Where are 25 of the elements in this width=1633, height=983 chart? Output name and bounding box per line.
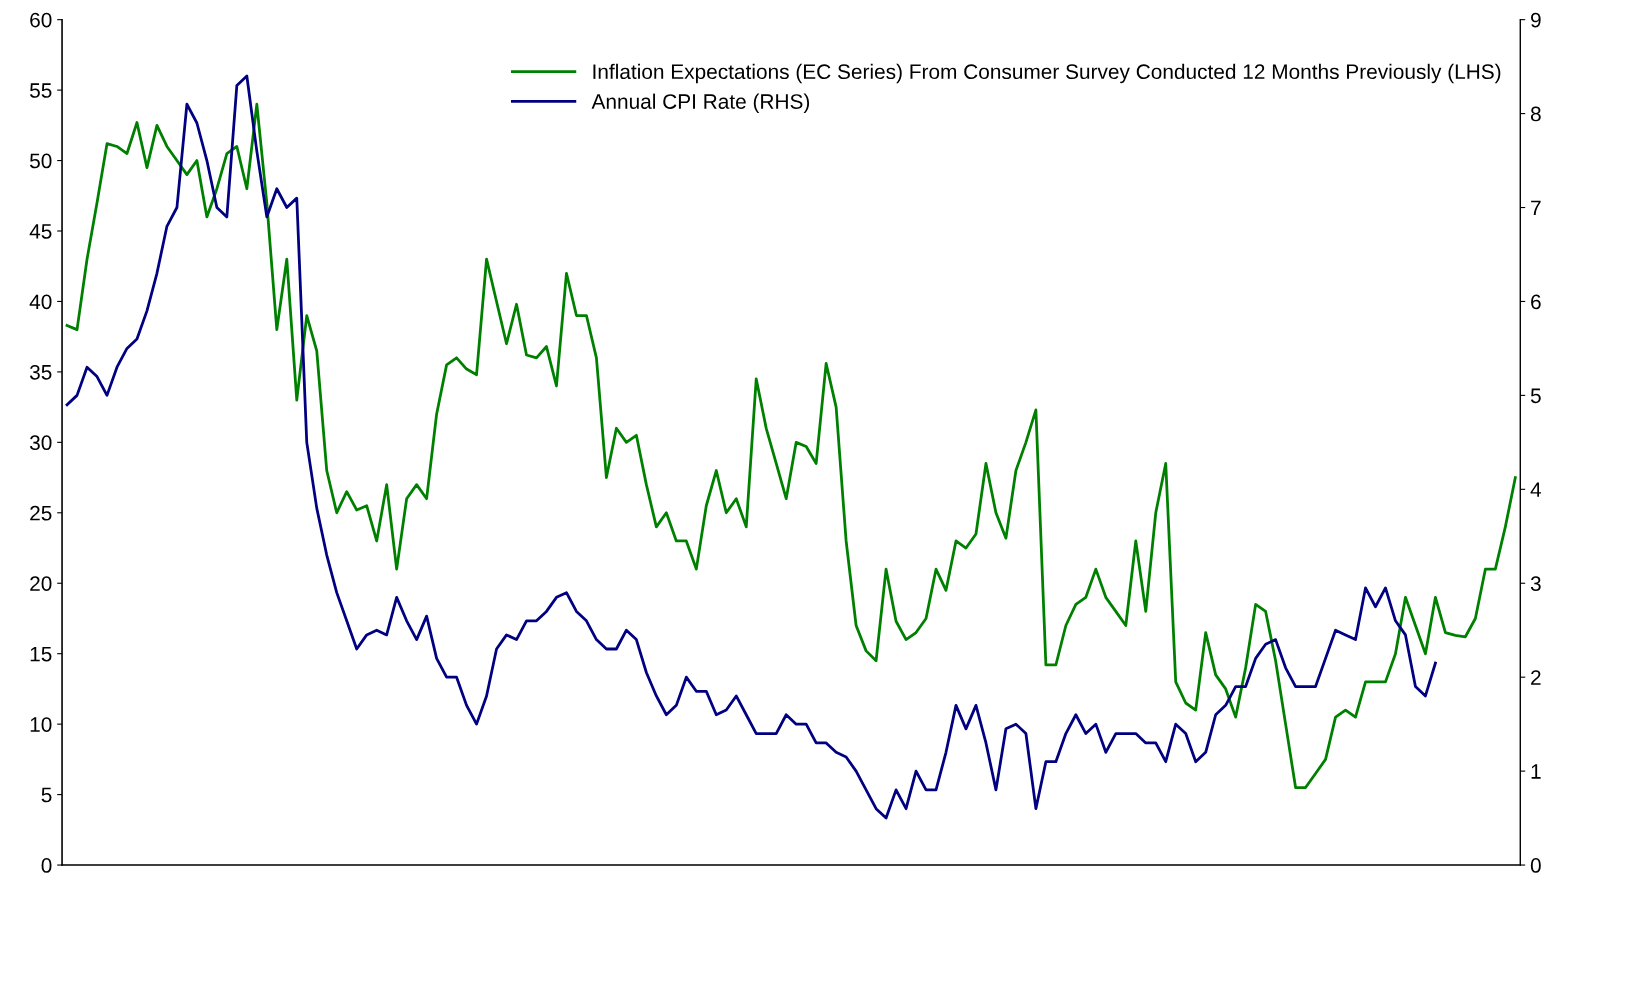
y-tick-label: 25 [30, 505, 52, 521]
y2-tick-label: 0 [1530, 858, 1541, 873]
y2-tick-label: 7 [1531, 200, 1541, 216]
y-tick-label: 40 [29, 294, 52, 310]
y-tick-label: 45 [29, 224, 52, 239]
y-tick-label: 5 [41, 787, 52, 803]
y2-tick-label: 9 [1531, 12, 1541, 28]
y-tick-label: 55 [29, 83, 52, 98]
y2-tick-label: 4 [1530, 482, 1542, 497]
y-tick-label: 30 [29, 435, 52, 451]
y-tick-label: 0 [41, 858, 52, 873]
y2-tick-label: 5 [1530, 388, 1541, 404]
y-tick-label: 60 [30, 12, 52, 28]
y2-tick-label: 6 [1531, 294, 1541, 310]
legend-label: Inflation Expectations (EC Series) From Consumer Survey Conducted 12 Months Previously (LHS) [593, 63, 1501, 84]
legend-label: Annual CPI Rate (RHS) [591, 93, 810, 114]
y-tick-label: 15 [30, 646, 52, 662]
y2-tick-label: 1 [1531, 764, 1541, 779]
y-tick-label: 20 [30, 576, 52, 591]
y-tick-label: 50 [29, 153, 52, 169]
y2-tick-label: 2 [1531, 670, 1541, 685]
y-tick-label: 35 [29, 364, 52, 380]
y2-tick-label: 8 [1530, 106, 1541, 122]
y-tick-label: 10 [30, 717, 52, 732]
y2-tick-label: 3 [1530, 576, 1541, 591]
